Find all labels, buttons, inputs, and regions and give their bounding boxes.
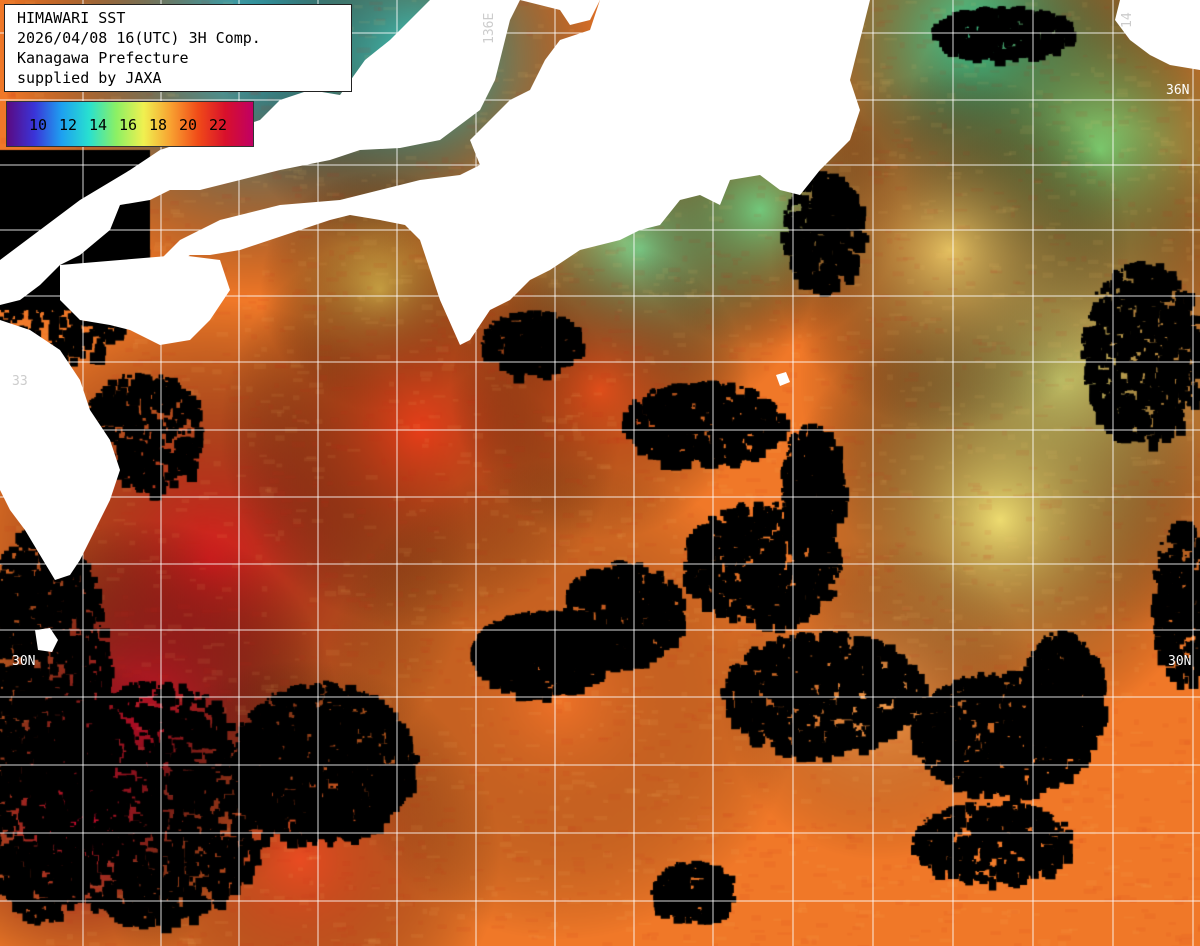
colorbar-ticks: 10 12 14 16 18 20 22 [29, 116, 253, 134]
supplier: supplied by JAXA [17, 69, 162, 87]
lat-label-36n: 36N [1166, 83, 1189, 98]
temperature-colorbar: 10 12 14 16 18 20 22 [6, 101, 254, 147]
colorbar-tick-10: 10 [29, 116, 48, 134]
colorbar-tick-20: 20 [179, 116, 198, 134]
land-shikoku [60, 255, 230, 345]
lat-label-33: 33 [12, 374, 28, 389]
product-title: HIMAWARI SST [17, 9, 126, 27]
land-kyushu [0, 320, 120, 580]
land-honshu [0, 0, 600, 305]
land-layer [0, 0, 1200, 652]
colorbar-tick-22: 22 [209, 116, 228, 134]
lon-label-136e: 136E [482, 13, 497, 44]
colorbar-tick-18: 18 [149, 116, 168, 134]
land-tanegashima [35, 628, 58, 652]
land-kinki-tokai [150, 0, 870, 345]
colorbar-tick-16: 16 [119, 116, 138, 134]
land-izu-islet [776, 372, 790, 386]
colorbar-tick-12: 12 [59, 116, 78, 134]
land-kanto [1115, 0, 1200, 70]
colorbar-tick-14: 14 [89, 116, 108, 134]
lat-label-30n-right: 30N [1168, 654, 1191, 669]
prefecture: Kanagawa Prefecture [17, 49, 189, 67]
info-box: HIMAWARI SST 2026/04/08 16(UTC) 3H Comp.… [4, 4, 352, 92]
lon-label-14: 14 [1120, 12, 1135, 28]
date-time: 2026/04/08 16(UTC) 3H Comp. [17, 29, 261, 47]
lat-label-30n-left: 30N [12, 654, 35, 669]
